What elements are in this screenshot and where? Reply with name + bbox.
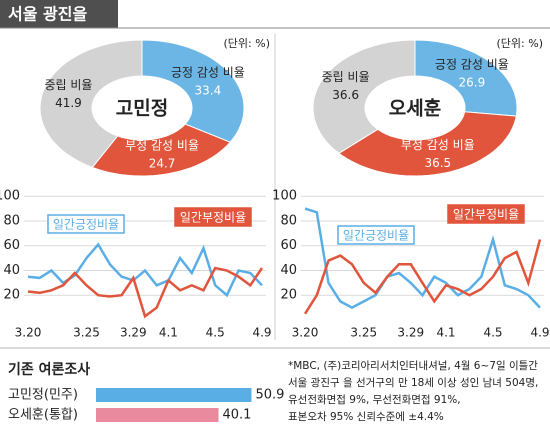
bar-title: 기존 여론조사 — [8, 361, 90, 378]
x-tick-label: 4.1 — [436, 326, 455, 340]
x-tick-label: 3.20 — [292, 326, 319, 340]
bar — [96, 388, 252, 402]
bar-category: 고민정(민주) — [8, 388, 78, 403]
center-label: 고민정 — [116, 98, 168, 120]
x-tick-label: 3.25 — [350, 326, 377, 340]
legend-label: 일간부정비율 — [453, 208, 519, 222]
slice-value: 24.7 — [149, 157, 176, 171]
legend-box — [337, 225, 415, 245]
x-tick-label: 3.29 — [397, 326, 424, 340]
donut-slice — [39, 39, 143, 169]
x-tick-label: 4.5 — [483, 326, 502, 340]
slice-value: 26.9 — [458, 75, 485, 89]
donut-slice — [312, 39, 416, 154]
slice-label: 긍정 감성 비율 — [171, 66, 245, 80]
header-title: 서울 광진을 — [8, 5, 87, 24]
unit-label: (단위: %) — [497, 37, 543, 50]
slice-label: 긍정 감성 비율 — [435, 57, 509, 71]
bar-value: 50.9 — [255, 388, 284, 403]
x-tick-label: 4.5 — [206, 326, 225, 340]
bar — [96, 408, 219, 422]
x-tick-label: 4.9 — [252, 326, 271, 340]
legend-box — [174, 207, 252, 227]
legend-label: 일간긍정비율 — [343, 229, 409, 243]
slice-label: 부정 감성 비율 — [125, 139, 199, 153]
header-bar — [0, 0, 118, 28]
y-tick-label: 100 — [0, 189, 20, 204]
legend-box — [47, 214, 125, 234]
x-tick-label: 3.29 — [120, 326, 147, 340]
line-series — [27, 266, 264, 319]
legend-label: 일간부정비율 — [180, 211, 246, 225]
slice-value: 41.9 — [55, 96, 82, 110]
y-tick-label: 80 — [3, 213, 20, 228]
legend-label: 일간긍정비율 — [53, 218, 119, 232]
legend-box — [447, 204, 525, 224]
slice-label: 부정 감성 비율 — [401, 138, 475, 152]
footnote: 서울 광진구 을 선거구의 만 18세 이상 성인 남녀 504명, — [288, 377, 538, 389]
bar-value: 40.1 — [222, 408, 251, 423]
y-tick-label: 80 — [280, 213, 297, 228]
y-tick-label: 40 — [3, 263, 20, 278]
line-series — [303, 239, 542, 315]
x-tick-label: 3.25 — [73, 326, 100, 340]
footnote: 유선전화면접 9%, 무선전화면접 91%, — [288, 394, 461, 406]
y-tick-label: 60 — [280, 238, 297, 253]
x-tick-label: 4.1 — [159, 326, 178, 340]
y-tick-label: 20 — [280, 288, 297, 303]
line-series — [304, 207, 541, 310]
unit-label: (단위: %) — [224, 37, 270, 50]
x-tick-label: 4.9 — [530, 326, 549, 340]
slice-value: 36.5 — [424, 156, 451, 170]
slice-label: 중립 비율 — [44, 78, 92, 92]
center-label: 오세훈 — [389, 97, 441, 120]
y-tick-label: 100 — [272, 189, 297, 204]
slice-value: 36.6 — [332, 88, 359, 102]
bar-category: 오세훈(통합) — [8, 408, 78, 423]
x-tick-label: 3.20 — [15, 326, 42, 340]
slice-value: 33.4 — [195, 84, 222, 98]
footnote: *MBC, (주)코리아리서치인터내셔널, 4월 6~7일 이틀간 — [288, 359, 538, 372]
y-tick-label: 40 — [280, 263, 297, 278]
y-tick-label: 20 — [3, 288, 20, 303]
y-tick-label: 60 — [3, 238, 20, 253]
slice-label: 중립 비율 — [322, 70, 370, 84]
footnote: 표본오차 95% 신뢰수준에 ±4.4% — [288, 411, 444, 423]
